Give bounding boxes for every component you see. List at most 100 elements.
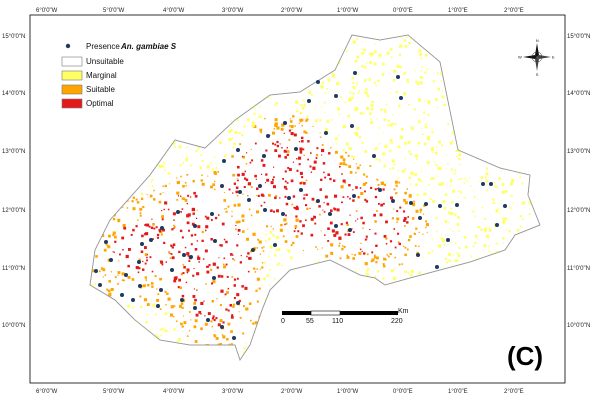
presence-point	[258, 184, 262, 188]
presence-point	[251, 248, 255, 252]
presence-point	[334, 224, 338, 228]
tick-right-3: 12°0'0"N	[567, 208, 590, 214]
presence-point	[283, 121, 287, 125]
presence-point	[334, 94, 338, 98]
north-arrow-e	[537, 55, 551, 59]
presence-point	[299, 188, 303, 192]
tick-bottom-5: 1°0'0"W	[337, 389, 359, 395]
scale-label-55: 55	[306, 318, 314, 325]
presence-point	[206, 318, 210, 322]
presence-point	[140, 242, 144, 246]
east-letter: E	[552, 55, 555, 60]
presence-point	[396, 75, 400, 79]
north-arrow: N S E W	[518, 38, 555, 77]
north-arrow-n	[535, 43, 539, 57]
tick-top-5: 1°0'0"W	[337, 8, 359, 14]
presence-point	[399, 96, 403, 100]
tick-right-1: 14°0'0"N	[567, 91, 590, 97]
tick-bottom-0: 6°0'0"W	[36, 389, 58, 395]
presence-point	[104, 240, 108, 244]
presence-point	[372, 154, 376, 158]
tick-left-1: 14°0'0"N	[2, 91, 25, 97]
scale-label-110: 110	[332, 318, 343, 325]
presence-point	[391, 199, 395, 203]
ticks-top: 6°0'0"W 5°0'0"W 4°0'0"W 3°0'0"W 2°0'0"W 1°0'0…	[36, 8, 524, 14]
presence-point	[182, 253, 186, 257]
presence-point	[149, 238, 153, 242]
presence-point	[156, 304, 160, 308]
scale-seg-3	[340, 311, 398, 315]
ticks-left: 15°0'0"N 14°0'0"N 13°0'0"N 12°0'0"N 11°0'0"N…	[2, 34, 25, 329]
presence-point	[180, 298, 184, 302]
legend-label-optimal: Optimal	[86, 99, 114, 108]
presence-point	[495, 223, 499, 227]
tick-bottom-2: 4°0'0"W	[163, 389, 185, 395]
tick-right-0: 15°0'0"N	[567, 34, 590, 40]
presence-point	[328, 212, 332, 216]
scale-unit: Km	[398, 308, 409, 315]
presence-point	[131, 298, 135, 302]
presence-point	[210, 212, 214, 216]
presence-point	[238, 190, 242, 194]
presence-point	[438, 204, 442, 208]
ticks-bottom: 6°0'0"W 5°0'0"W 4°0'0"W 3°0'0"W 2°0'0"W 1°0'0…	[36, 389, 524, 395]
presence-point	[137, 260, 141, 264]
scale-seg-1	[282, 311, 311, 315]
tick-left-4: 11°0'0"N	[2, 266, 25, 272]
scale-label-0: 0	[281, 318, 285, 325]
tick-bottom-3: 3°0'0"W	[222, 389, 244, 395]
legend-label-suitable: Suitable	[86, 85, 115, 94]
tick-top-6: 0°0'0"E	[393, 8, 413, 14]
south-letter: S	[536, 72, 539, 77]
presence-point	[220, 184, 224, 188]
presence-point	[418, 216, 422, 220]
presence-point	[348, 228, 352, 232]
legend-presence-label: Presence	[86, 42, 120, 51]
presence-point	[170, 268, 174, 272]
presence-point	[138, 284, 142, 288]
panel-label: (C)	[507, 341, 543, 371]
presence-point	[503, 204, 507, 208]
scale-bar: 0 55 110 220 Km	[281, 308, 409, 325]
presence-point	[120, 293, 124, 297]
tick-right-2: 13°0'0"N	[567, 149, 590, 155]
tick-left-2: 13°0'0"N	[2, 149, 25, 155]
presence-point	[109, 258, 113, 262]
presence-point	[232, 336, 236, 340]
legend-swatch-optimal	[61, 98, 83, 109]
tick-top-7: 1°0'0"E	[448, 8, 468, 14]
presence-point	[287, 196, 291, 200]
tick-bottom-4: 2°0'0"W	[281, 389, 303, 395]
west-letter: W	[518, 55, 522, 60]
tick-right-4: 11°0'0"N	[567, 266, 590, 272]
legend-species-label: An. gambiae S	[120, 42, 177, 51]
tick-right-5: 10°0'0"N	[567, 323, 590, 329]
presence-point	[236, 301, 240, 305]
presence-point	[236, 148, 240, 152]
legend-swatch-marginal	[61, 70, 83, 81]
legend-swatch-unsuitable	[61, 56, 83, 67]
legend: Presence An. gambiae S Unsuitable Margin…	[61, 42, 177, 109]
legend-label-unsuitable: Unsuitable	[86, 57, 124, 66]
tick-bottom-6: 0°0'0"E	[393, 389, 413, 395]
legend-swatch-suitable	[61, 84, 83, 95]
presence-point	[378, 188, 382, 192]
presence-point	[350, 124, 354, 128]
presence-point	[446, 238, 450, 242]
presence-point	[455, 203, 459, 207]
presence-point	[193, 306, 197, 310]
tick-left-3: 12°0'0"N	[2, 208, 25, 214]
presence-point	[220, 325, 224, 329]
presence-point	[247, 198, 251, 202]
north-arrow-s	[535, 57, 539, 71]
presence-point	[159, 288, 163, 292]
scale-seg-2	[310, 310, 341, 316]
presence-point	[263, 208, 267, 212]
presence-point	[481, 182, 485, 186]
presence-point	[324, 131, 328, 135]
presence-point	[176, 210, 180, 214]
presence-point	[307, 99, 311, 103]
presence-points	[94, 71, 507, 340]
